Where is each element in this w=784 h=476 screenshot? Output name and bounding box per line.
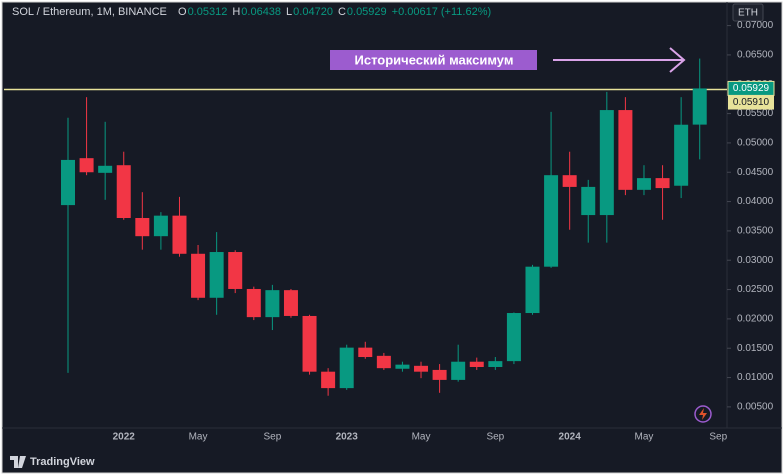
currency-label: ETH — [738, 8, 758, 19]
candle-body — [191, 253, 206, 298]
candle-body — [599, 110, 614, 216]
ohlc-key: O — [178, 6, 187, 18]
candle-body — [674, 124, 689, 186]
candle-body — [414, 365, 429, 372]
ohlc-value: 0.06438 — [241, 6, 281, 18]
candle-body — [246, 288, 261, 318]
y-tick-label: 0.05500 — [737, 108, 774, 119]
candle-body — [302, 315, 317, 372]
y-tick-label: 0.07000 — [737, 20, 774, 31]
x-tick-label: May — [189, 432, 208, 443]
y-tick-label: 0.01000 — [737, 372, 774, 383]
annotation-arrow — [553, 47, 686, 73]
candle-body — [61, 159, 75, 206]
plot-area — [4, 58, 727, 396]
annotation-box — [330, 50, 537, 70]
candle-body — [618, 110, 633, 190]
candle-body — [636, 178, 651, 190]
candle-body — [506, 313, 521, 362]
candle-body — [116, 165, 131, 218]
candle-body — [265, 290, 280, 318]
y-tick-label: 0.04500 — [737, 167, 774, 178]
ohlc-key: H — [232, 6, 240, 18]
alert-icon-bolt — [699, 408, 707, 420]
y-tick-label: 0.02500 — [737, 284, 774, 295]
candle-body — [395, 364, 410, 369]
x-tick-label: Sep — [263, 432, 281, 443]
annotation-text: Исторический максимум — [355, 52, 514, 67]
candle-body — [358, 347, 373, 358]
candle-body — [79, 158, 94, 173]
ohlc-value: 0.04720 — [293, 6, 333, 18]
candle-body — [432, 369, 447, 380]
x-tick-label: 2023 — [336, 432, 359, 443]
candle-body — [562, 175, 577, 187]
candle-body — [451, 361, 466, 380]
x-tick-label: Sep — [709, 432, 727, 443]
alert-icon[interactable] — [694, 405, 712, 423]
candle-body — [98, 165, 113, 173]
x-tick-label: May — [412, 432, 431, 443]
candle-body — [692, 88, 707, 125]
candle-body — [544, 175, 559, 267]
y-tick-label: 0.03500 — [737, 226, 774, 237]
candle-body — [283, 290, 298, 316]
candle-body — [339, 347, 354, 389]
y-tick-label: 0.06500 — [737, 50, 774, 61]
ohlc-value: 0.05312 — [188, 6, 228, 18]
ohlc-change: +0.00617 (+11.62%) — [392, 6, 491, 18]
brand-name: TradingView — [30, 456, 95, 468]
candle-body — [581, 186, 596, 216]
symbol-title: SOL / Ethereum, 1M, BINANCE — [12, 6, 167, 18]
x-tick-label: May — [635, 432, 654, 443]
y-tick-label: 0.03000 — [737, 255, 774, 266]
y-tick-label: 0.01500 — [737, 343, 774, 354]
last-price-box — [727, 80, 775, 96]
last-price-label: 0.05929 — [733, 83, 770, 94]
ohlc-header: O 0.05312 H 0.06438 L 0.04720 C 0.05929 +0.00617… — [178, 6, 491, 18]
y-tick-label: 0.02000 — [737, 314, 774, 325]
hline-price-box — [728, 95, 774, 110]
currency-button[interactable] — [732, 3, 764, 22]
y-tick-label: 0.00500 — [737, 402, 774, 413]
ohlc-key: C — [338, 6, 346, 18]
candle-body — [321, 371, 336, 389]
candle-body — [376, 355, 391, 369]
ohlc-value: 0.05929 — [347, 6, 387, 18]
brand-logo — [10, 456, 26, 468]
candle-body — [228, 252, 243, 289]
candle-body — [153, 215, 168, 237]
y-tick-label: 0.05000 — [737, 138, 774, 149]
candle-body — [172, 215, 187, 254]
candle-body — [209, 252, 224, 298]
hline-price-label: 0.05910 — [733, 97, 770, 108]
candle-body — [135, 218, 150, 237]
x-tick-label: 2022 — [113, 432, 136, 443]
candle-body — [655, 178, 670, 189]
x-tick-label: Sep — [486, 432, 504, 443]
ohlc-key: L — [286, 6, 292, 18]
candle-body — [525, 266, 540, 314]
candle-body — [469, 361, 484, 367]
x-tick-label: 2024 — [559, 432, 582, 443]
y-tick-label: 0.04000 — [737, 196, 774, 207]
candle-body — [488, 361, 503, 367]
